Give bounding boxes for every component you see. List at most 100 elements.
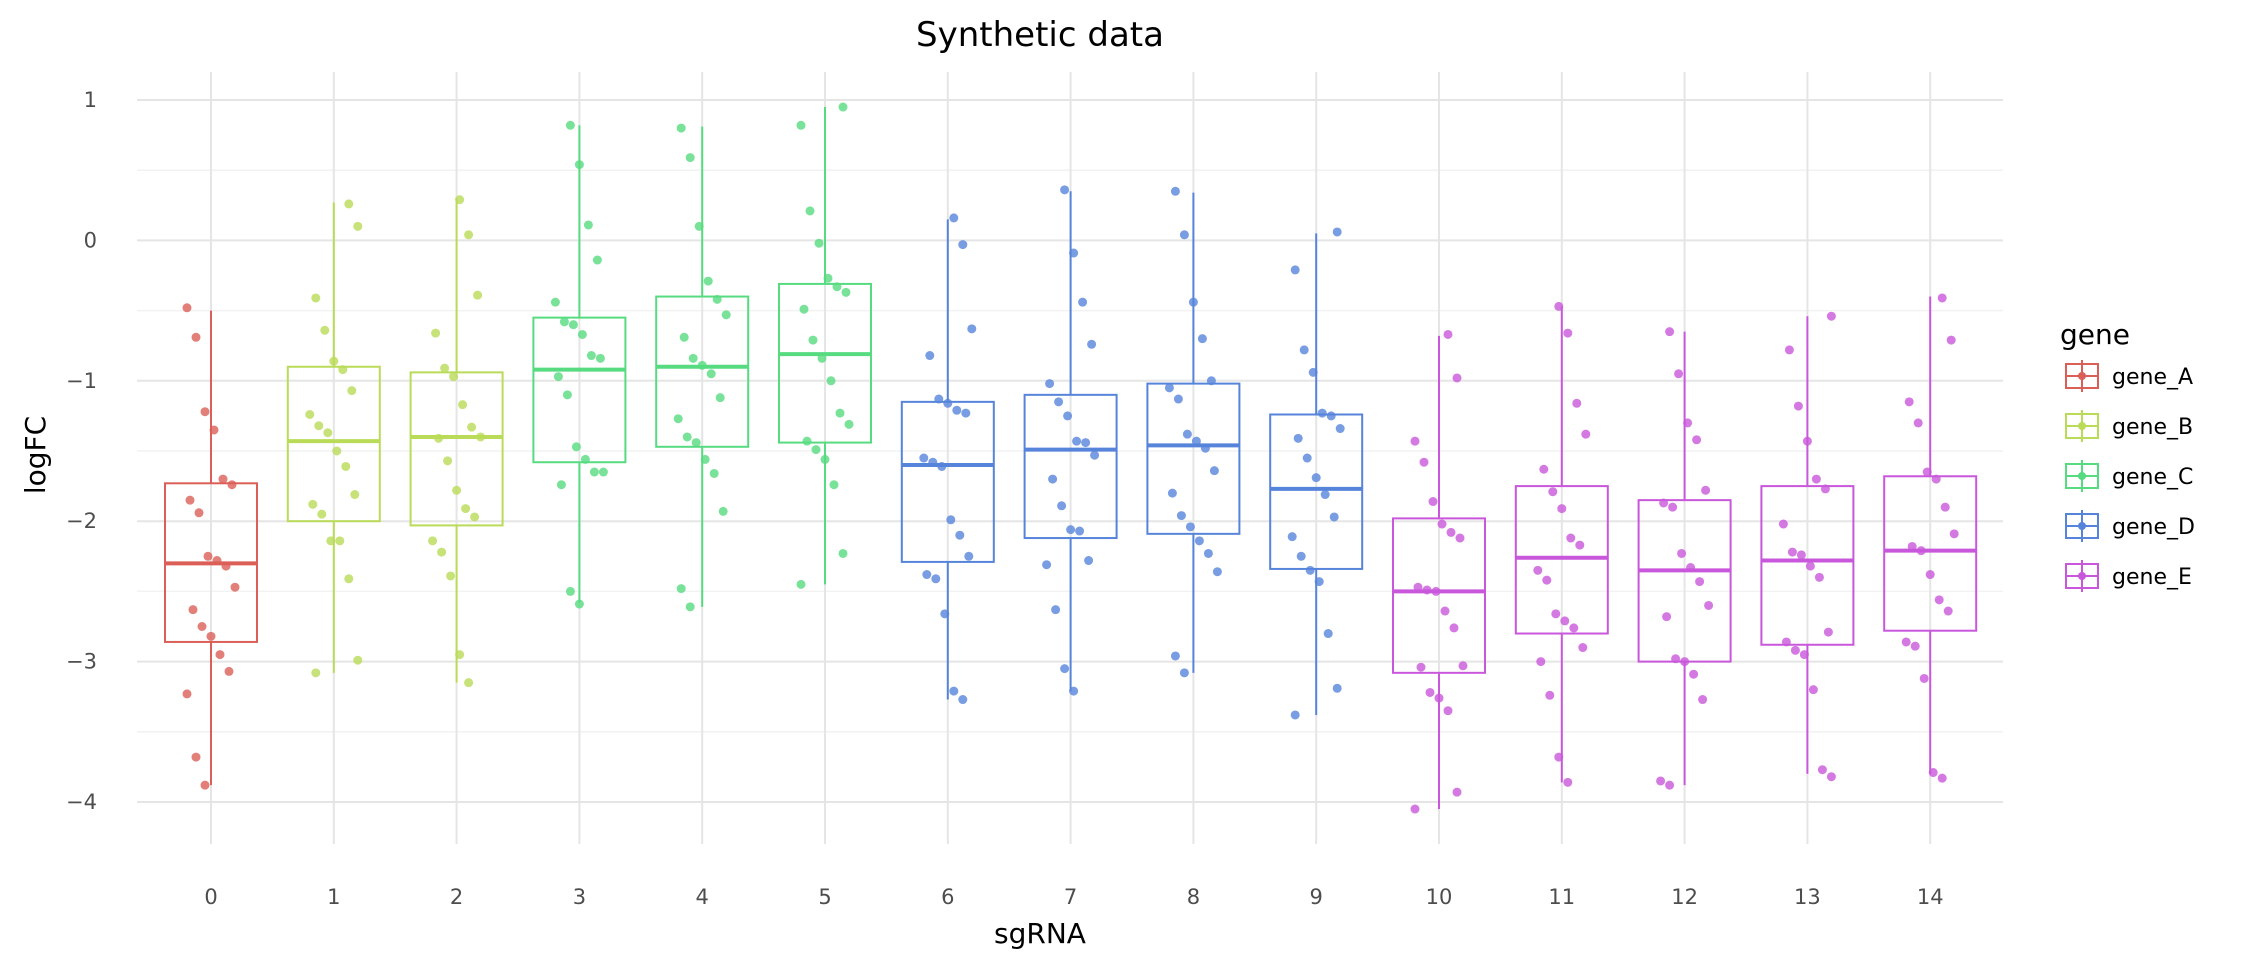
box-group <box>532 120 627 609</box>
data-point <box>1656 776 1666 786</box>
data-point <box>209 425 219 435</box>
data-point <box>940 609 950 619</box>
legend: gene gene_A gene_B gene_C gene_D gene_E <box>2060 318 2195 592</box>
legend-key-point <box>2078 372 2086 380</box>
data-point <box>1317 408 1327 418</box>
data-point <box>709 468 719 478</box>
data-point <box>338 365 348 375</box>
box-group <box>1269 227 1364 720</box>
data-point <box>323 428 333 438</box>
data-point <box>952 405 962 415</box>
box <box>1146 382 1241 535</box>
data-point <box>583 220 593 230</box>
data-point <box>1931 474 1941 484</box>
legend-item: gene_E <box>2065 560 2192 592</box>
data-point <box>580 454 590 464</box>
data-point <box>1811 474 1821 484</box>
data-point <box>1940 502 1950 512</box>
data-point <box>685 153 695 163</box>
data-point <box>937 461 947 471</box>
y-tick-label: −3 <box>66 650 97 674</box>
data-point <box>203 551 213 561</box>
data-point <box>437 547 447 557</box>
data-point <box>221 561 231 571</box>
legend-key-point <box>2078 572 2086 580</box>
data-point <box>568 320 578 330</box>
data-point <box>1790 645 1800 655</box>
box-group <box>778 102 872 589</box>
data-point <box>688 353 698 363</box>
data-point <box>691 438 701 448</box>
data-point <box>473 290 483 300</box>
data-point <box>967 324 977 334</box>
data-point <box>464 678 474 688</box>
x-tick-label: 9 <box>1310 885 1323 909</box>
data-point <box>1060 664 1070 674</box>
data-point <box>230 582 240 592</box>
data-point <box>586 351 596 361</box>
data-point <box>796 120 806 130</box>
data-point <box>1081 438 1091 448</box>
legend-key-point <box>2078 422 2086 430</box>
data-point <box>712 294 722 304</box>
data-point <box>1087 339 1097 349</box>
data-point <box>841 287 851 297</box>
data-point <box>685 602 695 612</box>
data-point <box>1290 710 1300 720</box>
data-point <box>1557 504 1567 514</box>
x-tick-label: 0 <box>204 885 217 909</box>
data-point <box>1916 546 1926 556</box>
data-point <box>808 335 818 345</box>
box <box>1023 393 1118 540</box>
box-group <box>1023 185 1118 696</box>
data-point <box>455 650 465 660</box>
data-point <box>1323 629 1333 639</box>
data-point <box>1209 466 1219 476</box>
data-point <box>676 584 686 594</box>
data-point <box>958 695 968 705</box>
data-point <box>1808 685 1818 695</box>
chart-title: Synthetic data <box>916 15 1164 55</box>
x-tick-label: 1 <box>327 885 340 909</box>
data-point <box>464 230 474 240</box>
data-point <box>1084 556 1094 566</box>
data-point <box>344 574 354 584</box>
data-point <box>1200 443 1210 453</box>
data-point <box>1665 780 1675 790</box>
data-point <box>1308 367 1318 377</box>
data-point <box>1701 485 1711 495</box>
data-point <box>559 317 569 327</box>
legend-label: gene_C <box>2112 465 2193 490</box>
data-point <box>443 456 453 466</box>
data-point <box>194 508 204 518</box>
data-point <box>1698 695 1708 705</box>
data-point <box>197 622 207 631</box>
data-point <box>1907 541 1917 551</box>
data-point <box>1299 345 1309 355</box>
data-point <box>1075 526 1085 536</box>
data-point <box>1539 464 1549 474</box>
data-point <box>1820 484 1830 494</box>
box <box>778 282 872 444</box>
data-point <box>1332 683 1342 693</box>
data-point <box>350 490 360 500</box>
data-point <box>1668 502 1678 512</box>
data-point <box>1949 529 1959 539</box>
data-point <box>347 386 357 396</box>
data-point <box>1197 334 1207 344</box>
data-point <box>188 605 198 615</box>
data-point <box>1814 572 1824 582</box>
data-point <box>1413 582 1423 592</box>
data-point <box>1293 433 1303 443</box>
data-point <box>838 102 848 112</box>
data-point <box>1185 522 1195 532</box>
data-point <box>1069 248 1079 258</box>
box-group <box>1514 301 1609 787</box>
data-point <box>1048 474 1058 484</box>
data-point <box>332 446 342 456</box>
box-group <box>1760 311 1855 782</box>
data-point <box>922 570 932 580</box>
data-point <box>1194 536 1204 546</box>
data-point <box>574 160 584 170</box>
data-point <box>553 372 563 382</box>
